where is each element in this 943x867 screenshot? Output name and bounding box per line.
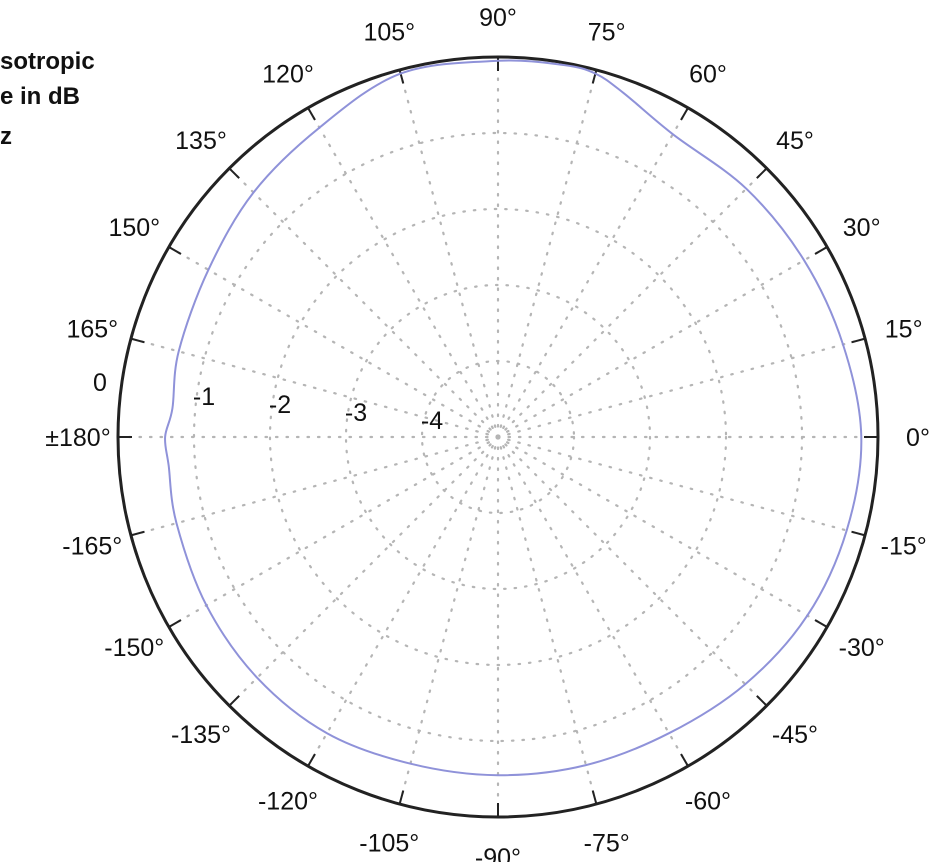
grid-spoke <box>129 337 500 439</box>
grid-spoke <box>496 435 867 537</box>
angle-tick-mark <box>130 530 145 537</box>
angle-tick-mark <box>398 790 405 805</box>
grid-spoke <box>228 167 500 439</box>
angle-tick-label: -105° <box>359 830 419 858</box>
angle-tick-label: 45° <box>776 127 814 155</box>
grid-spoke <box>496 435 829 629</box>
angle-tick-mark <box>814 246 828 255</box>
angle-tick-mark <box>130 337 145 344</box>
grid-ring <box>268 207 728 667</box>
angle-tick-mark <box>851 337 866 344</box>
series-line <box>164 59 863 777</box>
angle-tick-mark <box>168 246 182 255</box>
angle-tick-label: 60° <box>689 60 727 88</box>
grid-spoke <box>167 435 500 629</box>
angle-tick-label: 30° <box>843 214 881 242</box>
grid-spoke <box>496 435 690 768</box>
radial-tick-label: -3 <box>345 399 367 427</box>
angle-tick-label: -75° <box>584 830 630 858</box>
angle-tick-mark <box>680 753 689 767</box>
grid-spoke <box>496 337 867 439</box>
grid-spoke <box>306 435 500 768</box>
grid-spoke <box>496 435 598 806</box>
grid-spoke <box>496 68 598 439</box>
angle-tick-mark <box>168 619 182 628</box>
angle-tick-label: -45° <box>772 721 818 749</box>
angle-tick-mark <box>756 695 768 707</box>
grid-spoke <box>398 435 500 806</box>
grid-spoke <box>496 106 690 439</box>
grid-spoke <box>496 435 768 707</box>
grid-ring <box>420 359 576 515</box>
angle-tick-label: -15° <box>881 533 927 561</box>
angle-tick-label: -165° <box>62 533 122 561</box>
angle-tick-label: 0° <box>906 424 930 452</box>
angle-tick-mark <box>591 790 598 805</box>
angle-tick-label: 105° <box>363 18 415 46</box>
grid-ring <box>192 131 804 743</box>
angle-tick-mark <box>591 69 598 84</box>
angle-tick-mark <box>814 619 828 628</box>
angle-tick-mark <box>228 695 240 707</box>
angle-tick-label: -30° <box>839 634 885 662</box>
angle-tick-mark <box>756 167 768 179</box>
angle-tick-label: 90° <box>479 4 517 32</box>
angle-tick-label: 120° <box>262 60 314 88</box>
grid-spoke <box>129 435 500 537</box>
angle-tick-label: ±180° <box>45 424 110 452</box>
angle-tick-label: -60° <box>685 788 731 816</box>
angle-tick-mark <box>307 753 316 767</box>
grid-spoke <box>167 245 500 439</box>
radial-tick-label: -1 <box>193 383 215 411</box>
angle-tick-label: 135° <box>175 127 227 155</box>
grid-spoke <box>496 245 829 439</box>
radial-tick-label: 0 <box>93 369 107 397</box>
radial-tick-label: -2 <box>269 391 291 419</box>
title-line-2: e in dB <box>0 83 81 110</box>
title-line-1: sotropic <box>0 48 95 75</box>
angle-tick-label: -135° <box>171 721 231 749</box>
angle-tick-mark <box>307 107 316 121</box>
angle-tick-label: -90° <box>475 844 521 862</box>
angle-tick-label: 165° <box>66 315 118 343</box>
grid-spoke <box>306 106 500 439</box>
angle-tick-mark <box>851 530 866 537</box>
angle-tick-mark <box>680 107 689 121</box>
angle-tick-mark <box>228 167 240 179</box>
title-line-3: z <box>0 123 12 150</box>
angle-tick-label: 75° <box>588 18 626 46</box>
radial-tick-label: -4 <box>421 407 443 435</box>
angle-tick-label: -120° <box>258 788 318 816</box>
angle-tick-mark <box>398 69 405 84</box>
grid-ring <box>344 283 652 591</box>
grid-spoke <box>398 68 500 439</box>
angle-tick-label: 15° <box>885 315 923 343</box>
angle-tick-label: -150° <box>104 634 164 662</box>
grid-spoke <box>228 435 500 707</box>
grid-spoke <box>496 167 768 439</box>
angle-tick-label: 150° <box>108 214 160 242</box>
